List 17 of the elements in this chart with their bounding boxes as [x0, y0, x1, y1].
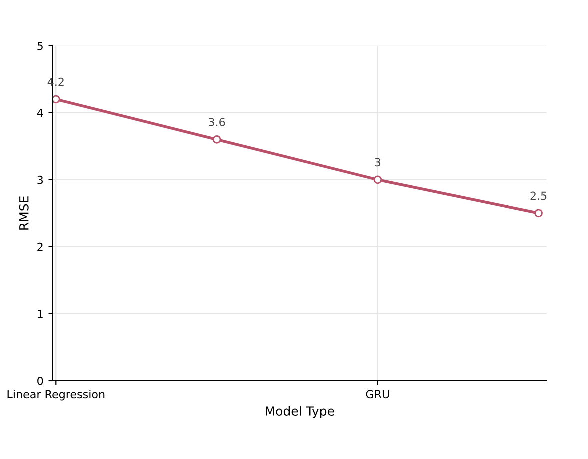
y-tick-label: 2	[38, 242, 43, 252]
y-tick-label: 0	[38, 376, 44, 386]
y-tick-label: 5	[38, 42, 43, 50]
point	[374, 176, 382, 184]
x-tick-label: Linear Regression	[8, 390, 105, 401]
point	[534, 209, 543, 218]
data-label: 3	[375, 158, 381, 167]
point	[212, 136, 222, 144]
y-tick-label: 3	[38, 176, 43, 184]
data-label: 3.6	[209, 118, 226, 126]
y-axis-title: RMSE	[19, 196, 29, 230]
x-tick-label: GRU	[366, 390, 390, 399]
data-label: 2.5	[530, 192, 547, 200]
y-tick-label: 4	[37, 109, 44, 118]
y-tick-label: 1	[38, 310, 43, 318]
x-axis-title: Model Type	[266, 406, 334, 418]
point	[52, 95, 60, 104]
